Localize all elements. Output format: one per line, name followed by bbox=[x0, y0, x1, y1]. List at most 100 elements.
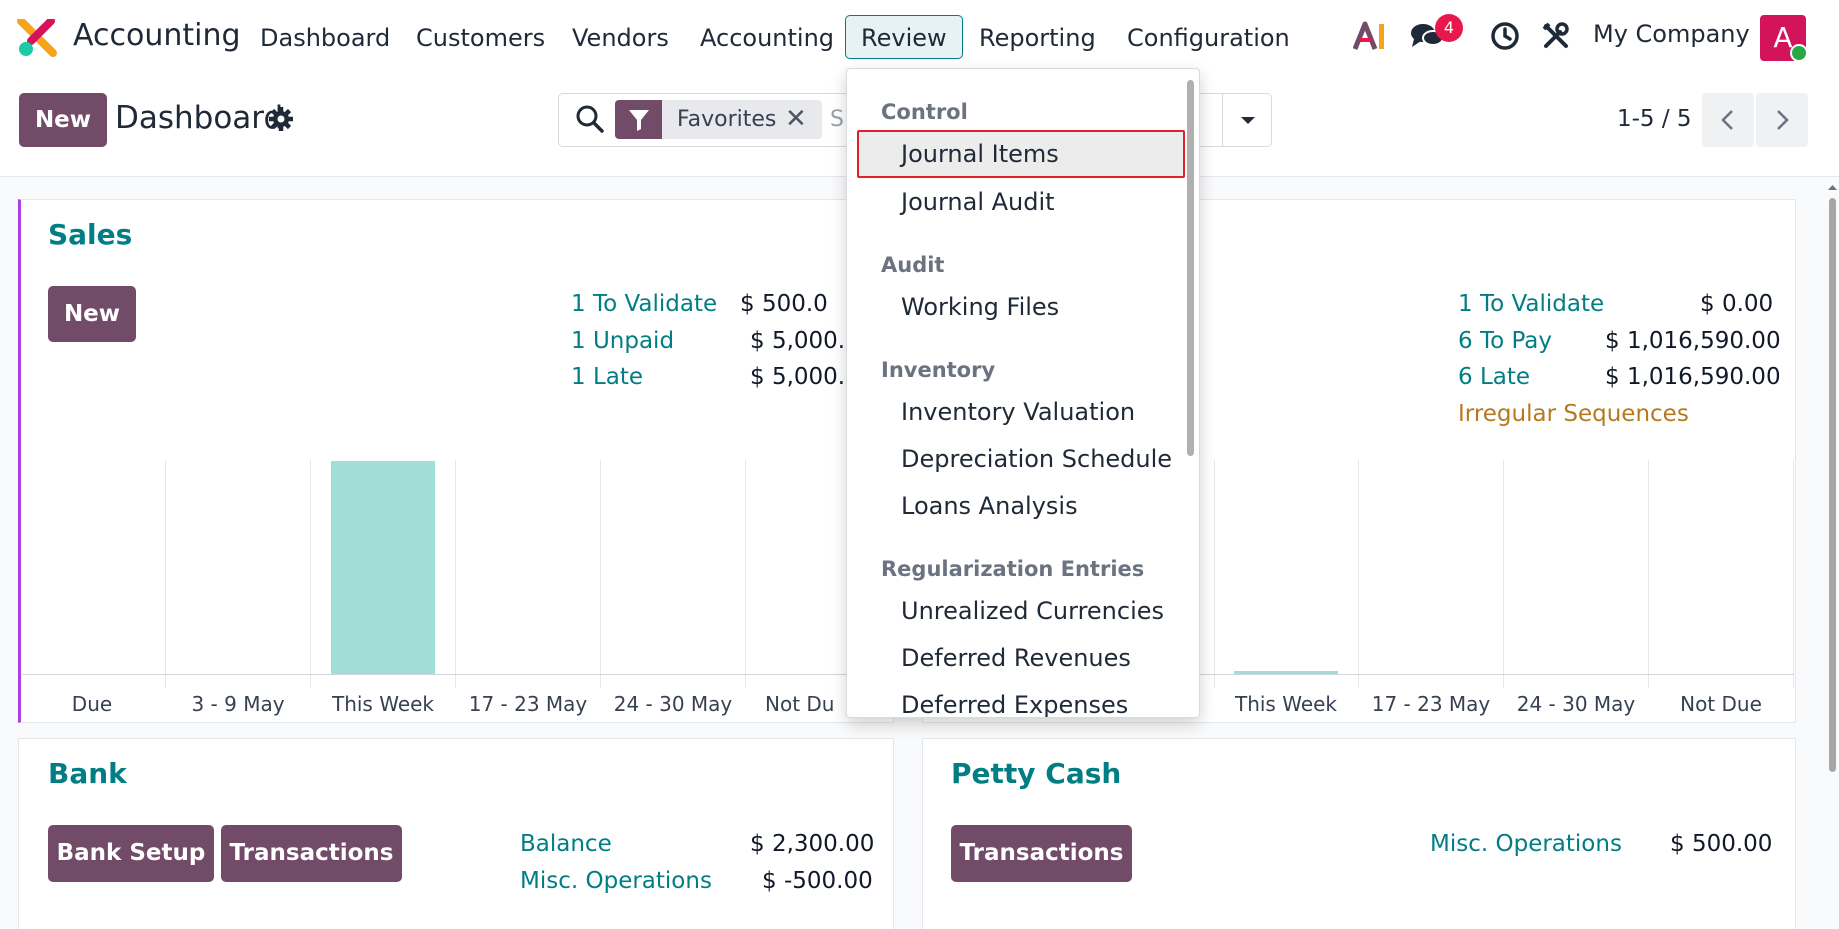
chart-gridline bbox=[455, 460, 456, 688]
petty-cash-misc-operations-link[interactable]: Misc. Operations bbox=[1430, 831, 1622, 857]
tools-icon[interactable] bbox=[1538, 18, 1574, 54]
bank-balance-amount: $ 2,300.00 bbox=[750, 831, 875, 857]
accounting-app-logo-icon[interactable] bbox=[17, 19, 57, 57]
bank-misc-operations-link[interactable]: Misc. Operations bbox=[520, 868, 712, 894]
sales-journal-card bbox=[18, 199, 894, 723]
purchases-axis-label: Not Due bbox=[1680, 692, 1762, 716]
sales-axis-label: 17 - 23 May bbox=[468, 692, 588, 716]
menu-item-working-files[interactable]: Working Files bbox=[901, 293, 1060, 321]
purchases-to-pay-link[interactable]: 6 To Pay bbox=[1458, 328, 1553, 354]
messages-count-badge: 4 bbox=[1435, 14, 1463, 42]
dropdown-section-inventory: Inventory bbox=[881, 358, 996, 382]
sales-chart-bar-this-week[interactable] bbox=[331, 461, 435, 674]
nav-menu-review[interactable]: Review bbox=[845, 15, 963, 59]
chart-axis bbox=[1200, 674, 1794, 675]
petty-cash-misc-operations-amount: $ 500.00 bbox=[1670, 831, 1773, 857]
sales-late-link[interactable]: 1 Late bbox=[571, 364, 644, 390]
nav-menu-customers[interactable]: Customers bbox=[416, 24, 546, 52]
app-name[interactable]: Accounting bbox=[73, 18, 241, 53]
pager-next-button[interactable] bbox=[1756, 93, 1808, 147]
nav-menu-dashboard[interactable]: Dashboard bbox=[260, 24, 391, 52]
ai-icon[interactable] bbox=[1352, 18, 1388, 54]
page-scrollbar[interactable] bbox=[1826, 180, 1839, 929]
sales-axis-label: This Week bbox=[331, 692, 435, 716]
scroll-up-arrow-icon[interactable] bbox=[1826, 182, 1839, 192]
petty-cash-card-title[interactable]: Petty Cash bbox=[951, 757, 1122, 790]
pager-previous-button[interactable] bbox=[1702, 93, 1754, 147]
chevron-left-icon bbox=[1721, 110, 1733, 130]
search-input[interactable]: S bbox=[830, 107, 844, 132]
filter-facet-icon bbox=[615, 100, 662, 139]
chart-axis bbox=[22, 674, 846, 675]
dropdown-section-control: Control bbox=[881, 100, 968, 124]
purchases-axis-label: 17 - 23 May bbox=[1371, 692, 1491, 716]
dropdown-section-regularization-entries: Regularization Entries bbox=[881, 557, 1145, 581]
bank-balance-link[interactable]: Balance bbox=[520, 831, 612, 857]
menu-item-inventory-valuation[interactable]: Inventory Valuation bbox=[901, 398, 1136, 426]
search-options-toggle[interactable] bbox=[1222, 93, 1272, 147]
menu-item-unrealized-currencies[interactable]: Unrealized Currencies bbox=[901, 597, 1165, 625]
purchases-to-validate-link[interactable]: 1 To Validate bbox=[1458, 291, 1605, 317]
activity-clock-icon[interactable] bbox=[1487, 18, 1523, 54]
review-dropdown-menu: Control Journal Items Journal Audit Audi… bbox=[846, 68, 1200, 718]
sales-new-button[interactable]: New bbox=[48, 286, 136, 342]
dropdown-scrollbar-thumb[interactable] bbox=[1187, 80, 1194, 456]
bank-setup-button[interactable]: Bank Setup bbox=[48, 825, 214, 882]
menu-item-deferred-revenues[interactable]: Deferred Revenues bbox=[901, 644, 1131, 672]
purchases-chart-bar-this-week[interactable] bbox=[1234, 671, 1338, 674]
chart-gridline bbox=[310, 460, 311, 688]
chart-gridline bbox=[1214, 460, 1215, 688]
menu-item-depreciation-schedule[interactable]: Depreciation Schedule bbox=[901, 445, 1173, 473]
sales-unpaid-link[interactable]: 1 Unpaid bbox=[571, 328, 675, 354]
gear-icon[interactable] bbox=[268, 106, 294, 132]
search-icon[interactable] bbox=[575, 104, 605, 134]
favorites-facet bbox=[662, 100, 822, 139]
bank-misc-operations-amount: $ -500.00 bbox=[762, 868, 873, 894]
sales-axis-label: 3 - 9 May bbox=[191, 692, 285, 716]
sales-to-validate-amount: $ 500.0 bbox=[740, 291, 828, 317]
online-status-dot bbox=[1790, 44, 1808, 62]
sales-axis-label: 24 - 30 May bbox=[613, 692, 733, 716]
sales-card-title[interactable]: Sales bbox=[48, 218, 133, 251]
chart-gridline bbox=[600, 460, 601, 688]
bank-card-title[interactable]: Bank bbox=[48, 757, 127, 790]
irregular-sequences-warning[interactable]: Irregular Sequences bbox=[1458, 401, 1689, 427]
sales-axis-label: Not Du bbox=[765, 692, 835, 716]
purchases-to-pay-amount: $ 1,016,590.00 bbox=[1605, 328, 1781, 354]
dropdown-section-audit: Audit bbox=[881, 253, 945, 277]
chevron-right-icon bbox=[1777, 110, 1789, 130]
purchases-late-amount: $ 1,016,590.00 bbox=[1605, 364, 1781, 390]
chart-gridline bbox=[165, 460, 166, 688]
facet-remove-icon[interactable]: ✕ bbox=[785, 104, 807, 134]
nav-menu-reporting[interactable]: Reporting bbox=[979, 24, 1096, 52]
nav-menu-accounting[interactable]: Accounting bbox=[700, 24, 835, 52]
company-switcher[interactable]: My Company bbox=[1593, 20, 1750, 48]
nav-menu-vendors[interactable]: Vendors bbox=[572, 24, 669, 52]
sales-axis-label: Due bbox=[71, 692, 113, 716]
chart-gridline bbox=[745, 460, 746, 688]
petty-cash-transactions-button[interactable]: Transactions bbox=[951, 825, 1132, 882]
chart-gridline bbox=[1358, 460, 1359, 688]
menu-item-loans-analysis[interactable]: Loans Analysis bbox=[901, 492, 1078, 520]
menu-item-journal-items[interactable]: Journal Items bbox=[857, 130, 1185, 178]
top-navbar: Accounting Dashboard Customers Vendors A… bbox=[0, 0, 1839, 75]
sales-unpaid-amount: $ 5,000.0 bbox=[750, 328, 860, 354]
new-button[interactable]: New bbox=[19, 93, 107, 147]
purchases-axis-label: This Week bbox=[1234, 692, 1338, 716]
dropdown-scrollbar[interactable] bbox=[1186, 72, 1196, 714]
purchases-late-link[interactable]: 6 Late bbox=[1458, 364, 1531, 390]
chart-gridline bbox=[1793, 460, 1794, 688]
page-scrollbar-thumb[interactable] bbox=[1829, 198, 1836, 772]
pager-value[interactable]: 1-5 / 5 bbox=[1617, 106, 1692, 132]
bank-transactions-button[interactable]: Transactions bbox=[221, 825, 402, 882]
nav-menu-configuration[interactable]: Configuration bbox=[1127, 24, 1290, 52]
chart-gridline bbox=[1503, 460, 1504, 688]
chart-gridline bbox=[1648, 460, 1649, 688]
purchases-axis-label: 24 - 30 May bbox=[1516, 692, 1636, 716]
menu-item-journal-audit[interactable]: Journal Audit bbox=[901, 188, 1055, 216]
page-title: Dashboard bbox=[115, 100, 284, 136]
purchases-to-validate-amount: $ 0.00 bbox=[1700, 291, 1774, 317]
sales-late-amount: $ 5,000.0 bbox=[750, 364, 860, 390]
sales-to-validate-link[interactable]: 1 To Validate bbox=[571, 291, 718, 317]
menu-item-deferred-expenses[interactable]: Deferred Expenses bbox=[901, 691, 1129, 718]
